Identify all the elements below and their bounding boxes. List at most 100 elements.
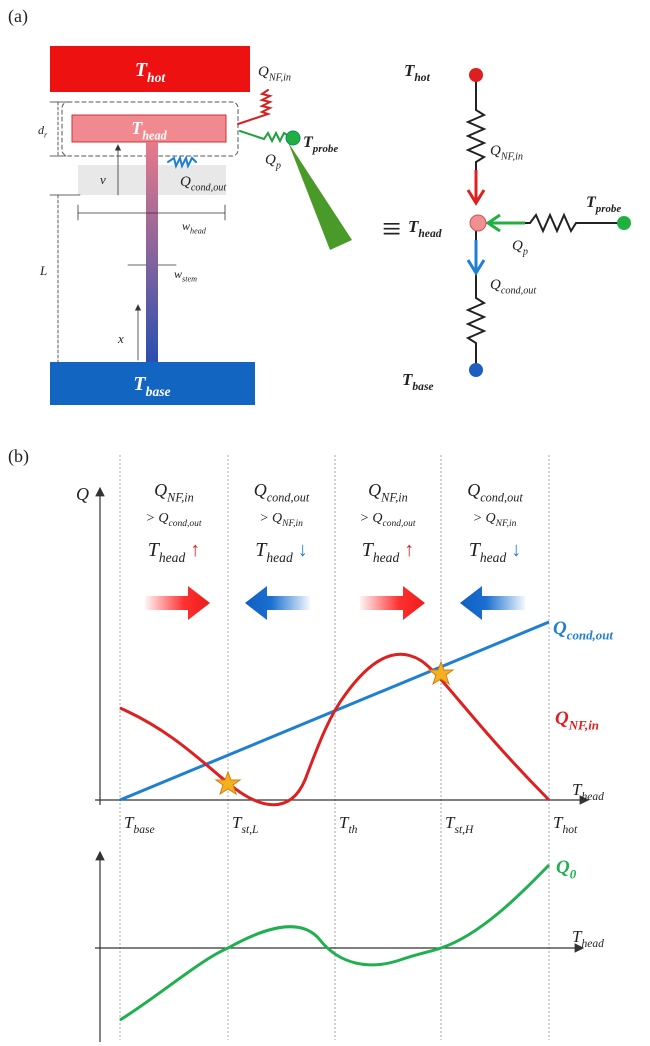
- subscript: th: [348, 823, 357, 836]
- trend-arrow: ↓: [298, 539, 308, 561]
- prefix: >: [474, 511, 482, 526]
- node-head: [470, 215, 486, 231]
- condition-label: QNF,in: [368, 480, 408, 504]
- symbol: Q: [556, 857, 570, 878]
- nf-squiggle: [238, 90, 270, 124]
- flux-label: QNF,in: [490, 143, 523, 163]
- curve-label: QNF,in: [555, 708, 599, 733]
- subscript: head: [418, 227, 441, 240]
- symbol: Q: [272, 511, 282, 526]
- symbol: Q: [490, 277, 501, 293]
- probe-node: [286, 131, 300, 145]
- arrow-down: [460, 586, 525, 620]
- curve-label: Q0: [556, 857, 577, 882]
- stem: [146, 142, 158, 362]
- symbol: Q: [555, 708, 569, 729]
- subscript: NF,in: [166, 490, 194, 504]
- subscript: cond,out: [501, 286, 538, 297]
- x-tick-label: Tst,H: [445, 813, 474, 836]
- circuit: [468, 68, 631, 377]
- node-hot: [469, 68, 483, 82]
- arrow-cond: [468, 240, 484, 273]
- flux-label: Qp: [512, 238, 528, 258]
- flux-label: Qp: [265, 152, 281, 172]
- probe-label: Tprobe: [303, 134, 338, 155]
- condition-label: > QNF,in: [474, 511, 517, 529]
- symbol: Q: [486, 511, 496, 526]
- figure: (a)ThotTheadTbaseTprobeQNF,inQpQcond,out…: [0, 0, 650, 1046]
- probe-squiggle: [240, 131, 290, 141]
- panel-a-shapes: [50, 46, 352, 405]
- node-label: Thot: [404, 61, 431, 84]
- arrow-probe: [488, 215, 525, 231]
- x-tick-label: Thot: [553, 813, 578, 836]
- subscript: NF,in: [281, 519, 303, 529]
- subscript: cond,out: [567, 628, 614, 643]
- prefix: >: [360, 511, 368, 526]
- symbol: w: [182, 219, 190, 233]
- condition-label: >Qcond,out: [146, 511, 201, 529]
- condition-label: > QNF,in: [260, 511, 303, 529]
- symbol: Q: [265, 152, 276, 168]
- axis-label: Thead: [572, 927, 604, 950]
- subscript: head: [581, 790, 604, 803]
- subscript: cond,out: [382, 519, 415, 529]
- subscript: probe: [595, 203, 622, 215]
- symbol: Q: [254, 480, 267, 500]
- arrow-up: [360, 586, 425, 620]
- subscript: st,L: [241, 823, 258, 836]
- subscript: cond,out: [168, 519, 201, 529]
- axis-label: Q: [76, 484, 89, 504]
- flux-label: QNF,in: [258, 64, 291, 84]
- trend-arrow: ↑: [190, 539, 200, 561]
- symbol: w: [174, 267, 182, 281]
- subscript: NF,in: [268, 73, 291, 84]
- node-label: Tprobe: [586, 194, 621, 215]
- subscript: r: [44, 131, 48, 140]
- trend-arrow: ↓: [511, 539, 521, 561]
- symbol: Q: [512, 238, 523, 254]
- symbol: Q: [158, 511, 168, 526]
- subscript: base: [146, 384, 171, 399]
- subscript: NF,in: [495, 519, 517, 529]
- subscript: head: [266, 550, 293, 565]
- panel-label: (a): [8, 6, 28, 27]
- x-tick-label: Tst,L: [232, 813, 258, 836]
- subscript: head: [373, 550, 400, 565]
- subscript: p: [522, 247, 528, 258]
- node-base: [469, 363, 483, 377]
- prefix: >: [260, 511, 268, 526]
- subscript: NF,in: [500, 152, 523, 163]
- condition-label: Qcond,out: [254, 480, 310, 504]
- subscript: head: [581, 937, 604, 950]
- trend-label: Thead↓: [255, 539, 308, 565]
- node-probe: [617, 216, 631, 230]
- subscript: head: [159, 550, 186, 565]
- trend-label: Thead↓: [469, 539, 522, 565]
- subscript: hot: [147, 70, 166, 85]
- arrow-down: [245, 586, 310, 620]
- trend-label: Thead↑: [148, 539, 201, 565]
- symbol: Q: [490, 143, 501, 159]
- trend-label: Thead↑: [362, 539, 415, 565]
- arrow-up: [145, 586, 210, 620]
- subscript: st,H: [454, 823, 474, 836]
- subscript: base: [412, 380, 433, 393]
- dimension-label: whead: [182, 219, 207, 236]
- symbol: T: [402, 370, 413, 389]
- symbol: T: [133, 373, 146, 395]
- cond-squiggle: [168, 158, 196, 166]
- dimension-label: v: [100, 172, 106, 187]
- subscript: NF,in: [380, 490, 408, 504]
- flux-label: Qcond,out: [490, 277, 537, 297]
- symbol: Q: [553, 618, 567, 639]
- subscript: 0: [570, 867, 577, 882]
- condition-label: QNF,in: [154, 480, 194, 504]
- curve-label: Qcond,out: [553, 618, 613, 643]
- subscript: stem: [182, 275, 197, 284]
- subscript: NF,in: [568, 718, 599, 733]
- panel-label: (b): [8, 446, 29, 467]
- subscript: hot: [414, 71, 430, 84]
- trend-arrow: ↑: [404, 539, 414, 561]
- node-label: Thead: [408, 217, 442, 240]
